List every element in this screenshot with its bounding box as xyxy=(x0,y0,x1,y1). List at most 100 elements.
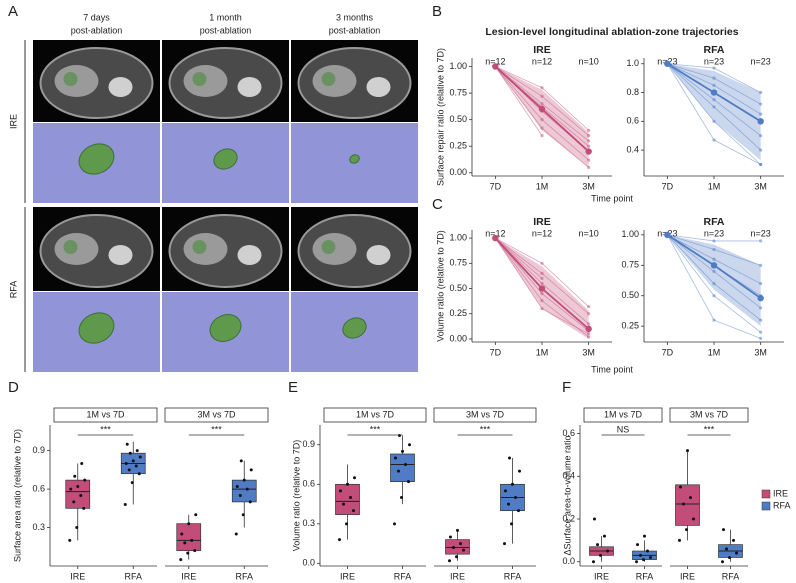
data-point xyxy=(234,532,238,536)
facet-strip xyxy=(433,407,537,423)
facet-strip xyxy=(164,407,269,423)
y-tick-label: 0.50 xyxy=(449,114,467,124)
x-tick-label: RFA xyxy=(504,571,522,581)
data-point xyxy=(407,480,410,484)
data-point xyxy=(518,469,521,473)
lesion-line xyxy=(495,66,589,131)
mri-lesion xyxy=(192,240,207,254)
facet-title: 3M vs 7D xyxy=(466,409,505,419)
y-tick-label: 0.6 xyxy=(302,479,315,489)
mri-organ xyxy=(366,245,391,265)
data-point xyxy=(462,548,465,552)
box xyxy=(65,479,91,509)
lesion-line xyxy=(666,63,761,165)
lesion-model xyxy=(78,312,115,344)
data-point xyxy=(646,549,649,553)
facet-title: 1M vs 7D xyxy=(604,409,643,419)
subplot-title: IRE xyxy=(533,216,551,228)
legend-label: IRE xyxy=(773,488,788,498)
n-label: n=23 xyxy=(704,56,724,66)
lesion-line xyxy=(667,234,761,309)
panel-label: B xyxy=(432,3,442,20)
lesion-model xyxy=(213,148,238,170)
lesion-model xyxy=(209,314,242,342)
y-tick-label: 0.50 xyxy=(621,290,639,300)
y-tick-label: 0.6 xyxy=(626,116,639,126)
data-point xyxy=(514,495,517,499)
mri-organ xyxy=(237,245,262,265)
lesion-line xyxy=(666,234,761,339)
data-point xyxy=(728,555,731,559)
y-tick-label: 0.3 xyxy=(302,518,315,528)
data-point xyxy=(635,560,638,564)
y-tick-label: 0.25 xyxy=(621,321,639,331)
facet-title: 3M vs 7D xyxy=(690,409,729,419)
data-point xyxy=(131,459,135,463)
facet-title: 3M vs 7D xyxy=(197,409,236,419)
data-point xyxy=(459,542,462,546)
facet-title: 1M vs 7D xyxy=(86,409,125,419)
data-point xyxy=(83,478,87,482)
x-tick-label: IRE xyxy=(340,571,355,581)
mri-lesion xyxy=(63,240,78,254)
data-point xyxy=(689,496,692,500)
facet-strip xyxy=(53,407,158,423)
x-tick-label: RFA xyxy=(394,571,412,581)
data-point xyxy=(507,502,510,506)
facet-title: 1M vs 7D xyxy=(356,409,395,419)
column-header: 7 days xyxy=(83,12,110,22)
data-point xyxy=(249,468,253,472)
data-point xyxy=(508,456,511,460)
lesion-line xyxy=(495,237,589,325)
column-header: post-ablation xyxy=(71,25,123,35)
data-point xyxy=(352,509,355,513)
data-point xyxy=(82,506,86,510)
significance-label: *** xyxy=(211,424,222,434)
box xyxy=(176,523,202,551)
data-point xyxy=(346,482,349,486)
data-point xyxy=(180,532,184,536)
box xyxy=(335,483,360,515)
data-point xyxy=(125,442,129,446)
panel-label: E xyxy=(288,379,298,396)
x-tick-label: 7D xyxy=(662,347,674,357)
lesion-line xyxy=(667,63,761,165)
data-point xyxy=(678,538,681,542)
lesion-line xyxy=(495,237,589,315)
mri-lesion xyxy=(321,240,336,254)
data-point xyxy=(643,534,646,538)
mean-line xyxy=(666,62,762,123)
mri-lesion xyxy=(192,72,207,86)
n-label: n=12 xyxy=(532,228,552,238)
data-point xyxy=(241,513,245,517)
data-point xyxy=(639,553,642,557)
significance-label: *** xyxy=(370,424,381,434)
x-tick-label: IRE xyxy=(594,571,609,581)
lesion-line xyxy=(667,63,761,137)
data-point xyxy=(68,538,72,542)
y-tick-label: 0.4 xyxy=(626,144,639,154)
facet-strip xyxy=(323,407,427,423)
mri-lesion xyxy=(63,72,78,86)
x-tick-label: 1M xyxy=(536,181,549,191)
data-point xyxy=(123,502,127,506)
mri-lesion xyxy=(321,72,336,86)
y-tick-label: 0.75 xyxy=(449,258,467,268)
data-point xyxy=(448,559,451,563)
data-point xyxy=(179,558,183,562)
panel-label: C xyxy=(432,196,443,213)
lesion-line xyxy=(667,63,761,105)
subplot-title: RFA xyxy=(704,44,725,56)
significance-label: *** xyxy=(480,424,491,434)
data-point xyxy=(393,522,396,526)
x-tick-label: 3M xyxy=(754,347,767,357)
y-tick-label: 0.50 xyxy=(449,283,467,293)
data-point xyxy=(456,528,459,532)
x-tick-label: IRE xyxy=(680,571,695,581)
lesion-line xyxy=(667,234,761,321)
data-point xyxy=(685,528,688,532)
x-tick-label: RFA xyxy=(124,571,142,581)
lesion-line-point xyxy=(759,102,763,106)
data-point xyxy=(80,461,84,465)
subplot-title: IRE xyxy=(533,44,551,56)
